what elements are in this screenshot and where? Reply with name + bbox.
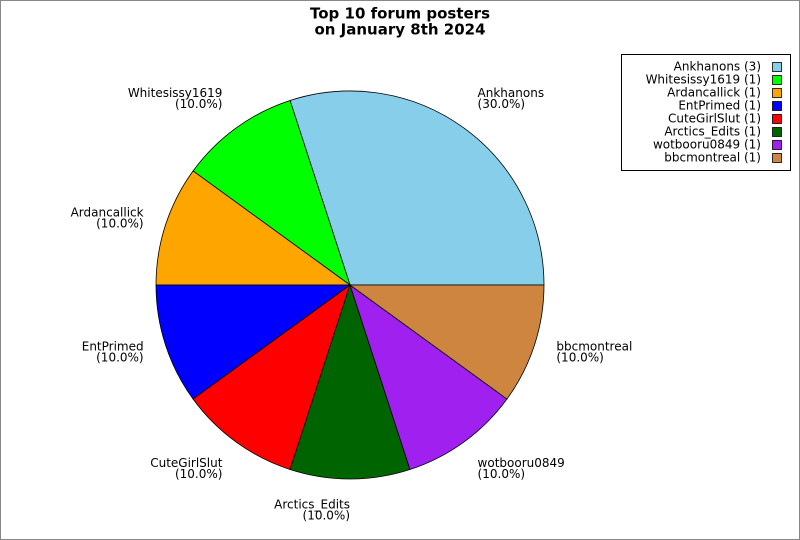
legend-label: Ardancallick (1) [667, 86, 761, 100]
pie-slice [192, 99, 351, 287]
slice-value-label: (10.0%) [96, 351, 143, 365]
pie-slice [155, 170, 352, 286]
legend-label: bbcmontreal (1) [664, 151, 761, 165]
slice-label: wotbooru0849 [478, 456, 565, 470]
legend-label: Arctics_Edits (1) [664, 125, 761, 139]
legend-swatch [772, 101, 782, 111]
slice-label: Whitesissy1619 [128, 86, 223, 100]
chart-title: Top 10 forum posters [310, 5, 490, 23]
slice-value-label: (10.0%) [96, 216, 143, 230]
slice-value-label: (10.0%) [478, 467, 525, 481]
legend-swatch [772, 140, 782, 150]
legend-label: Whitesissy1619 (1) [646, 73, 761, 87]
slice-label: Ankhanons [478, 86, 545, 100]
pie-slice [349, 283, 508, 471]
slice-value-label: (30.0%) [478, 97, 525, 111]
slice-value-label: (10.0%) [303, 509, 350, 523]
legend-label: Ankhanons (3) [674, 60, 761, 74]
legend-label: CuteGirlSlut (1) [668, 112, 761, 126]
legend-swatch [772, 127, 782, 137]
pie-slice [192, 283, 351, 471]
slice-label: EntPrimed [82, 340, 144, 354]
pie-slice [348, 284, 545, 400]
slice-value-label: (10.0%) [175, 97, 222, 111]
legend-label: wotbooru0849 (1) [653, 138, 761, 152]
pie-slice [155, 284, 352, 400]
slice-value-label: (10.0%) [175, 467, 222, 481]
legend-label: EntPrimed (1) [678, 99, 761, 113]
legend-swatch [772, 75, 782, 85]
pie-slice [289, 283, 411, 480]
slice-value-label: (10.0%) [556, 351, 603, 365]
legend-swatch [772, 88, 782, 98]
pie-slice [289, 90, 545, 286]
chart-title: on January 8th 2024 [314, 21, 485, 39]
legend-swatch [772, 153, 782, 163]
legend-swatch [772, 62, 782, 72]
legend-swatch [772, 114, 782, 124]
slice-label: bbcmontreal [556, 340, 632, 354]
slice-label: Arctics_Edits [274, 498, 350, 512]
legend-box [621, 54, 791, 171]
slice-label: CuteGirlSlut [150, 456, 223, 470]
slice-label: Ardancallick [71, 205, 144, 219]
